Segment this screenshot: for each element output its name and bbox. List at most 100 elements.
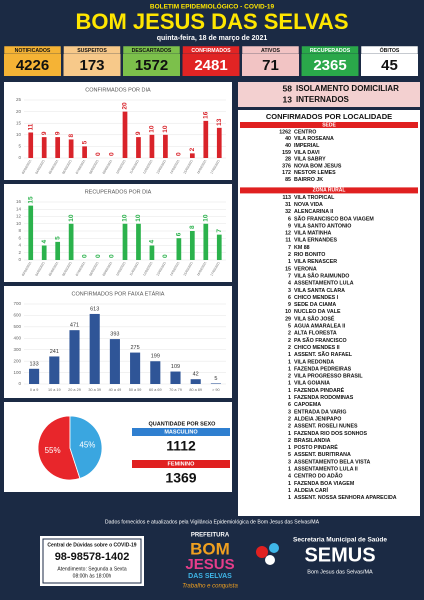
- logo-slogan: Trabalho e conquista: [182, 584, 238, 590]
- header-subtitle: BOLETIM EPIDEMIOLÓGICO - COVID-19: [150, 2, 275, 11]
- locality-name: CENTRO: [294, 129, 316, 135]
- locality-count: 2: [288, 338, 291, 344]
- sexo-value: 1369: [165, 470, 196, 486]
- x-tick-label: 09/03/2021: [102, 159, 114, 175]
- locality-name: VILA ERNANDES: [294, 238, 338, 244]
- localidade-title: CONFIRMADOS POR LOCALIDADE: [266, 112, 392, 121]
- contact-phone: 98-98578-1402: [55, 551, 130, 563]
- locality-name: VILA DAVI: [294, 150, 320, 156]
- locality-count: 7: [288, 245, 291, 251]
- semus-line: Bom Jesus das Selvas/MA: [307, 569, 373, 575]
- y-tick-label: 6: [18, 235, 21, 240]
- locality-name: BAIRRO JK: [294, 177, 323, 183]
- x-tick-label: 14/03/2021: [169, 261, 181, 277]
- value-label: 5: [214, 376, 217, 382]
- bar: [216, 234, 222, 260]
- locality-count: 2: [288, 345, 291, 351]
- locality-count: 376: [282, 163, 291, 169]
- stat-label: ATIVOS: [261, 48, 280, 54]
- footer-source: Dados fornecidos e atualizados pela Vigi…: [105, 519, 320, 525]
- contact-hours: 08:00h às 18:00h: [73, 573, 112, 579]
- x-tick-label: 07/03/2021: [75, 159, 87, 175]
- locality-count: 9: [288, 223, 291, 229]
- locality-name: VILA MATINHA: [294, 231, 332, 237]
- chart-bg: [4, 82, 232, 180]
- locality-name: CHICO MENDES I: [294, 295, 339, 301]
- value-label: 133: [30, 361, 39, 367]
- value-label: 13: [216, 118, 223, 126]
- bar: [109, 339, 120, 384]
- x-tick-label: 13/03/2021: [156, 261, 168, 277]
- bar: [49, 356, 60, 384]
- situacao-box: [238, 82, 420, 107]
- locality-count: 40: [285, 143, 291, 149]
- locality-count: 85: [285, 177, 291, 183]
- y-tick-label: 20: [16, 109, 22, 114]
- x-tick-label: 03/03/2021: [21, 261, 33, 277]
- value-label: 10: [162, 125, 169, 133]
- locality-name: CAPOEMA: [294, 402, 321, 408]
- y-tick-label: 12: [16, 214, 22, 219]
- semus-name: SEMUS: [304, 544, 375, 566]
- value-label: 2: [189, 147, 196, 151]
- chart-title: CONFIRMADOS POR DIA: [85, 87, 151, 93]
- logo-name: DAS SELVAS: [188, 573, 232, 580]
- stat-label: DESCARTADOS: [132, 48, 172, 54]
- stat-label: SUSPEITOS: [77, 48, 107, 54]
- locality-count: 1262: [279, 129, 291, 135]
- x-tick-label: 12/03/2021: [142, 159, 154, 175]
- locality-name: VILA PROGRESSO BRASIL: [294, 374, 363, 380]
- x-tick-label: 10 a 19: [48, 388, 61, 392]
- stat-value: 2365: [313, 57, 346, 74]
- value-label: 8: [68, 133, 75, 137]
- locality-name: AGUA AMARALEA II: [294, 324, 346, 330]
- locality-name: POSTO PINDARÉ: [294, 443, 338, 451]
- sexo-label: MASCULINO: [164, 429, 198, 435]
- value-label: 16: [203, 111, 210, 119]
- stat-value: 71: [262, 57, 279, 74]
- y-tick-label: 400: [13, 335, 21, 340]
- locality-name: ASSENT. NOSSA SENHORA APARECIDA: [294, 495, 397, 501]
- y-tick-label: 0: [18, 381, 21, 386]
- bar: [216, 127, 222, 158]
- stat-bg: [301, 54, 359, 76]
- locality-name: FAZENDA PEDREIRAS: [294, 366, 352, 372]
- stat-label: NOTIFICADOS: [15, 48, 51, 54]
- stat-value: 1572: [135, 57, 168, 74]
- locality-count: 28: [285, 157, 291, 163]
- locality-count: 2: [288, 416, 291, 422]
- locality-name: CENTRO DO ADÃO: [294, 473, 343, 480]
- section-header: ZONA RURAL: [313, 188, 346, 194]
- locality-name: NESTOR LEMES: [294, 170, 336, 176]
- stat-label: RECUPERADOS: [310, 48, 351, 54]
- y-tick-label: 700: [13, 301, 21, 306]
- stat-bg: [63, 54, 121, 76]
- locality-count: 4: [288, 281, 291, 287]
- stat-label: ÓBITOS: [380, 46, 400, 54]
- value-label: 10: [203, 214, 210, 222]
- y-tick-label: 10: [16, 221, 22, 226]
- logo-top: PREFEITURA: [191, 533, 230, 539]
- locality-count: 1: [288, 431, 291, 437]
- y-tick-label: 8: [18, 228, 21, 233]
- locality-count: 6: [288, 216, 291, 222]
- locality-name: ASSENTAMENTO LULA II: [294, 467, 358, 473]
- stat-bg: [4, 54, 61, 76]
- locality-name: NOVA BOM JESUS: [294, 163, 342, 169]
- bar: [122, 223, 128, 260]
- stat-label: CONFIRMADOS: [191, 48, 231, 54]
- locality-name: KM 88: [294, 245, 310, 251]
- y-tick-label: 100: [13, 370, 21, 375]
- bar: [203, 223, 209, 260]
- locality-count: 31: [285, 202, 291, 208]
- pie-label: 55%: [45, 446, 61, 455]
- stat-value: 45: [381, 57, 398, 74]
- locality-count: 2: [288, 424, 291, 430]
- locality-count: 12: [285, 231, 291, 237]
- value-label: 471: [70, 323, 79, 329]
- y-tick-label: 500: [13, 324, 21, 329]
- value-label: 0: [81, 254, 88, 258]
- bar: [163, 134, 168, 158]
- x-tick-label: 0 a 9: [30, 388, 38, 392]
- value-label: 20: [122, 102, 129, 110]
